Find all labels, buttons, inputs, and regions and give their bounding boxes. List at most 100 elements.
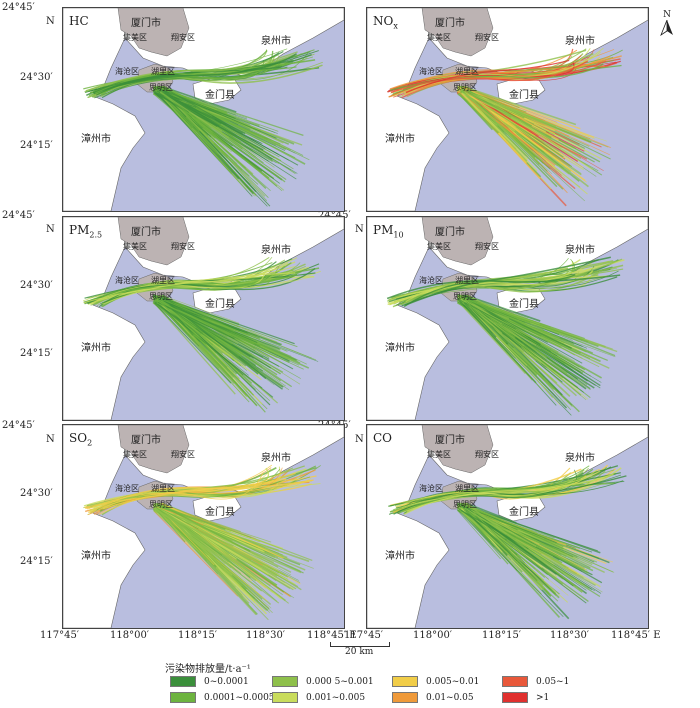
place-label-xiamen: 厦门市	[435, 435, 465, 446]
lon-label-right-11845: 118°45′ E	[611, 630, 661, 641]
legend-item: 0.000 5~0.001	[272, 676, 374, 687]
panel-title-main: NO	[373, 14, 394, 28]
legend-item: 0.05~1	[502, 676, 569, 687]
place-label-huli: 湖里区	[455, 67, 479, 76]
place-label-siming: 思明区	[149, 500, 173, 509]
legend-swatch	[170, 692, 196, 703]
urban-xiamen	[421, 425, 494, 474]
panel-title-sub: 2.5	[89, 230, 103, 240]
panel-title: NOx	[373, 14, 398, 30]
panel-title: SO2	[69, 431, 92, 447]
place-label-xiangan: 翔安区	[171, 450, 195, 459]
legend-item: 0.01~0.05	[392, 692, 474, 703]
lat-label-top-2415: 24°15′	[20, 140, 53, 151]
place-label-jimei: 集美区	[427, 242, 451, 251]
lon-label-left-11845: 118°45′ E	[307, 630, 357, 641]
place-label-huli: 湖里区	[455, 276, 479, 285]
north-arrow: N	[660, 10, 674, 39]
panel-title-main: PM	[373, 223, 394, 237]
place-label-quanzhou: 泉州市	[565, 36, 595, 47]
legend-label: 0.01~0.05	[426, 692, 474, 703]
panel-title-sub: x	[393, 21, 398, 31]
emission-plume	[83, 48, 323, 207]
legend-swatch	[272, 676, 298, 687]
lon-label-left-11815: 118°15′	[178, 630, 218, 641]
legend-label: >1	[536, 692, 550, 703]
legend-label: 0~0.0001	[204, 676, 249, 687]
place-label-xiangan: 翔安区	[171, 33, 195, 42]
legend-title: 污染物排放量/t·a⁻¹	[165, 664, 251, 675]
emission-plume	[386, 256, 625, 416]
place-label-jimei: 集美区	[427, 450, 451, 459]
legend-label: 0.005~0.01	[426, 676, 480, 687]
legend-swatch	[170, 676, 196, 687]
scale-bar-label: 20 km	[345, 647, 374, 657]
lat-label-right-bot-n: N	[355, 434, 364, 445]
lat-label-top-4445: 24°45′	[2, 2, 35, 13]
place-label-xiangan: 翔安区	[475, 33, 499, 42]
place-label-quanzhou: 泉州市	[261, 36, 291, 47]
map-canvas	[63, 8, 344, 211]
place-label-haicang: 海沧区	[419, 276, 443, 285]
map-panel-so2: SO2 厦门市 集美区 翔安区 泉州市 海沧区 湖里区 思明区 金门县 漳州市	[62, 424, 345, 629]
place-label-jimei: 集美区	[123, 450, 147, 459]
land-zhangzhou	[367, 8, 450, 211]
legend-item: 0.0001~0.0005	[170, 692, 275, 703]
land-zhangzhou	[63, 8, 146, 211]
lon-label-right-11815: 118°15′	[482, 630, 522, 641]
land-zhangzhou	[367, 425, 450, 628]
panel-title-main: CO	[373, 431, 393, 445]
legend-item: >1	[502, 692, 549, 703]
lon-label-right-11800: 118°00′	[413, 630, 453, 641]
place-label-haicang: 海沧区	[419, 67, 443, 76]
emission-plume	[82, 256, 321, 413]
place-label-jinmen: 金门县	[509, 90, 539, 101]
map-canvas	[367, 425, 648, 628]
urban-xiamen	[421, 217, 494, 266]
lon-label-right-11830: 118°30′	[550, 630, 590, 641]
urban-xiamen	[421, 8, 494, 57]
place-label-haicang: 海沧区	[419, 484, 443, 493]
lon-label-right-11745: 117°45′	[344, 630, 384, 641]
place-label-huli: 湖里区	[151, 276, 175, 285]
place-label-xiamen: 厦门市	[435, 227, 465, 238]
panel-title: PM2.5	[69, 223, 102, 239]
lat-label-bot-n: N	[46, 434, 55, 445]
legend-swatch	[502, 676, 528, 687]
lat-label-bot-4445: 24°45′	[2, 420, 35, 431]
place-label-jimei: 集美区	[123, 242, 147, 251]
lat-label-bot-2415: 24°15′	[20, 556, 53, 567]
place-label-zhangzhou: 漳州市	[81, 343, 111, 354]
place-label-xiamen: 厦门市	[131, 18, 161, 29]
scale-bar	[330, 642, 390, 647]
legend-label: 0.05~1	[536, 676, 570, 687]
place-label-huli: 湖里区	[151, 484, 175, 493]
emission-plume	[388, 464, 627, 620]
north-label: N	[663, 10, 671, 20]
map-canvas	[367, 217, 648, 420]
legend-label: 0.001~0.005	[306, 692, 366, 703]
place-label-haicang: 海沧区	[115, 276, 139, 285]
map-panel-nox: NOx 厦门市 集美区 翔安区 泉州市 海沧区 湖里区 思明区 金门县 漳州市	[366, 7, 649, 212]
place-label-zhangzhou: 漳州市	[385, 551, 415, 562]
urban-xiamen	[117, 425, 190, 474]
place-label-jinmen: 金门县	[509, 299, 539, 310]
panel-title-sub: 2	[87, 438, 93, 448]
place-label-haicang: 海沧区	[115, 484, 139, 493]
place-label-huli: 湖里区	[455, 484, 479, 493]
map-panel-co: CO 厦门市 集美区 翔安区 泉州市 海沧区 湖里区 思明区 金门县 漳州市	[366, 424, 649, 629]
panel-title: CO	[373, 431, 392, 445]
legend-item: 0.001~0.005	[272, 692, 365, 703]
place-label-quanzhou: 泉州市	[261, 245, 291, 256]
lat-label-mid-n: N	[46, 224, 55, 235]
place-label-haicang: 海沧区	[115, 67, 139, 76]
place-label-siming: 思明区	[149, 83, 173, 92]
panel-title-sub: 10	[393, 230, 404, 240]
place-label-quanzhou: 泉州市	[565, 453, 595, 464]
place-label-siming: 思明区	[453, 500, 477, 509]
place-label-zhangzhou: 漳州市	[81, 134, 111, 145]
place-label-quanzhou: 泉州市	[565, 245, 595, 256]
place-label-huli: 湖里区	[151, 67, 175, 76]
map-canvas	[63, 217, 344, 420]
legend-item: 0~0.0001	[170, 676, 249, 687]
